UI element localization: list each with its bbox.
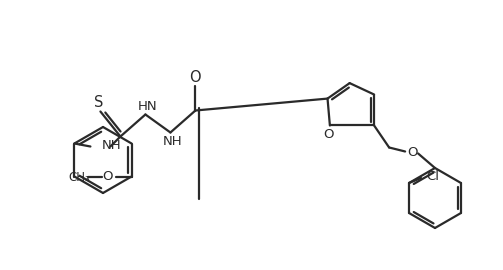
Text: NH: NH bbox=[162, 135, 182, 148]
Text: Cl: Cl bbox=[427, 170, 440, 183]
Text: HN: HN bbox=[138, 100, 157, 113]
Text: CH₃: CH₃ bbox=[69, 171, 91, 184]
Text: O: O bbox=[407, 146, 417, 159]
Text: O: O bbox=[323, 128, 334, 141]
Text: NH: NH bbox=[102, 139, 121, 152]
Text: S: S bbox=[94, 95, 103, 110]
Text: O: O bbox=[190, 70, 201, 85]
Text: O: O bbox=[102, 170, 113, 183]
